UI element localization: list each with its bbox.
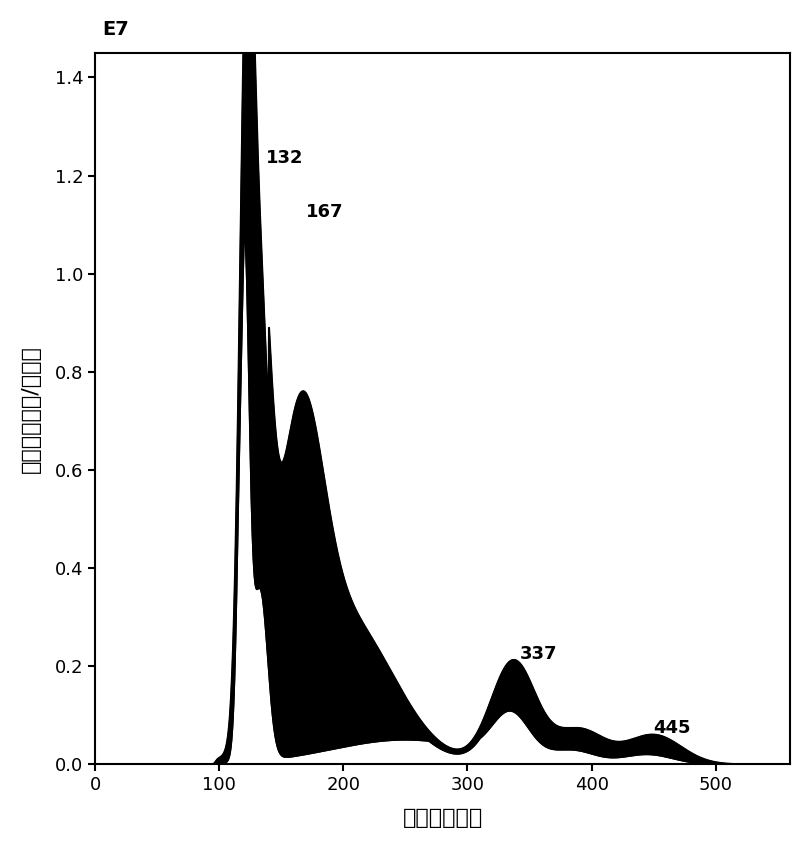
Text: 132: 132 xyxy=(267,149,304,167)
X-axis label: 粒径（纳米）: 粒径（纳米） xyxy=(402,808,483,828)
Text: E7: E7 xyxy=(102,20,129,39)
Text: 337: 337 xyxy=(520,645,557,663)
Text: 167: 167 xyxy=(306,203,344,222)
Text: 445: 445 xyxy=(654,718,691,737)
Y-axis label: 浓度（粒子数/毫升）: 浓度（粒子数/毫升） xyxy=(21,345,41,473)
